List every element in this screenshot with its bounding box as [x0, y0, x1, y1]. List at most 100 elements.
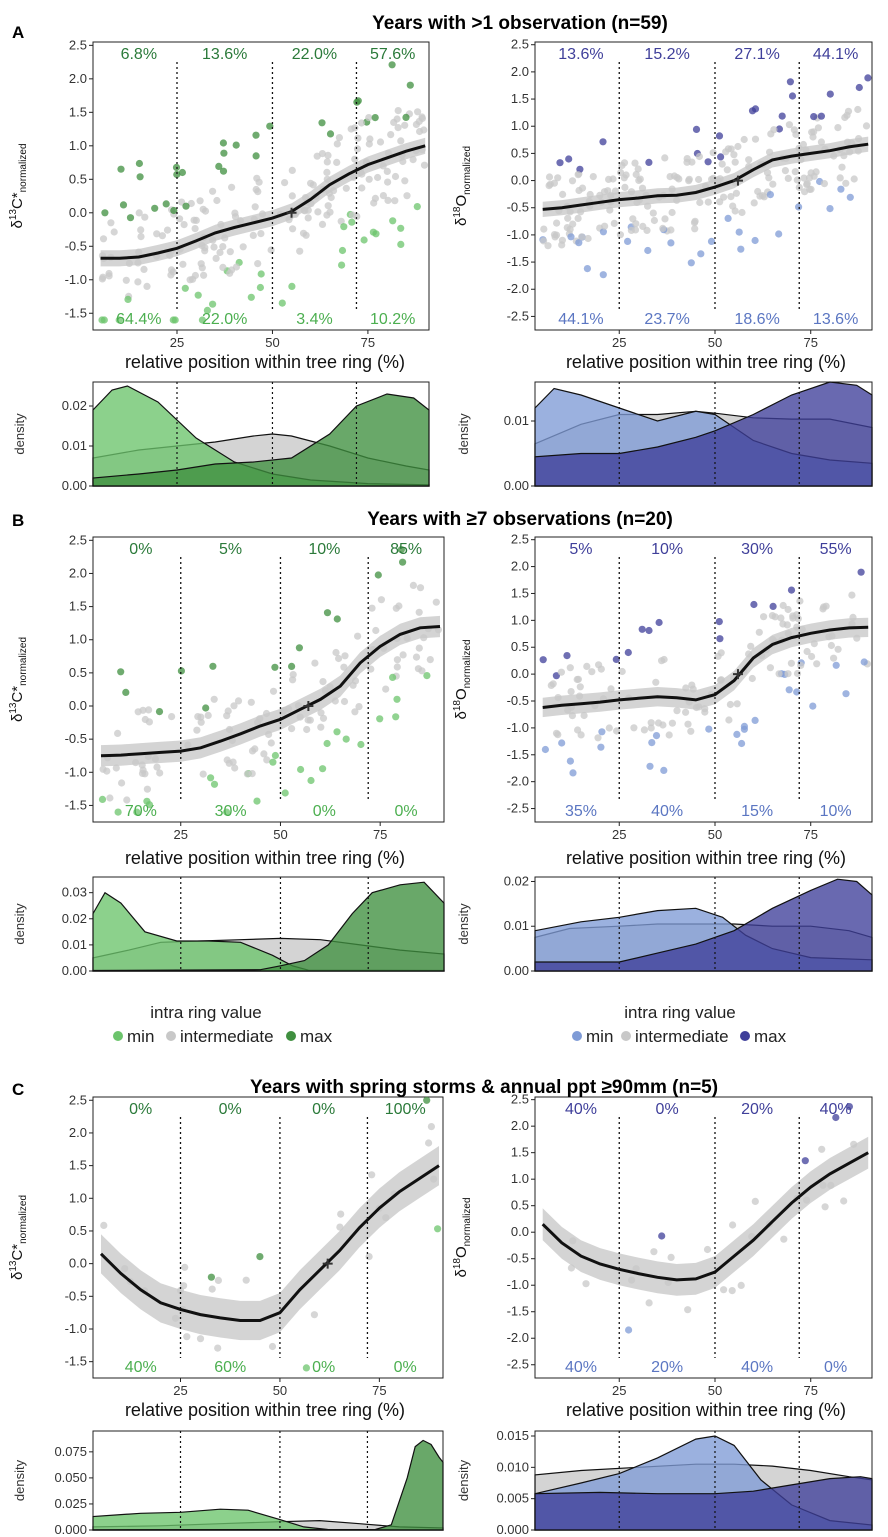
- data-point: [554, 174, 562, 182]
- data-point: [622, 171, 630, 179]
- data-point: [401, 177, 409, 185]
- data-point: [137, 233, 145, 241]
- ylabel-part: 18: [452, 700, 463, 712]
- data-point: [745, 650, 753, 658]
- data-point: [668, 208, 676, 217]
- data-point: [134, 259, 142, 267]
- data-point: [635, 176, 643, 184]
- data-point: [226, 248, 234, 256]
- smooth-line-c13-2: [99, 1164, 440, 1322]
- data-point: [397, 137, 405, 145]
- pct-bottom-o18: 35%: [565, 803, 597, 820]
- data-point: [798, 625, 806, 634]
- data-point: [567, 233, 575, 241]
- data-point: [318, 150, 326, 158]
- data-point: [707, 237, 716, 245]
- ylabel-part: O: [453, 195, 470, 207]
- data-point: [850, 175, 858, 183]
- data-point: [802, 146, 810, 154]
- data-point: [818, 1145, 826, 1153]
- data-point: [140, 265, 148, 273]
- data-point: [251, 203, 259, 211]
- data-point: [645, 1299, 653, 1307]
- data-point: [365, 114, 373, 122]
- pct-bottom-o18: 18.6%: [734, 311, 779, 328]
- ytick-label-o18: -2.0: [507, 281, 529, 296]
- data-point: [660, 766, 668, 775]
- xtick-label-c13: 75: [372, 1383, 386, 1398]
- legend-o18-min-key: [572, 1031, 582, 1041]
- data-point: [640, 726, 649, 734]
- data-point: [134, 278, 142, 286]
- data-point: [371, 114, 379, 122]
- data-point: [288, 166, 296, 174]
- data-point: [340, 697, 349, 706]
- pct-top-o18: 5%: [569, 541, 592, 558]
- data-point: [133, 808, 141, 816]
- data-point: [784, 630, 792, 638]
- density-ytick-label: 0.01: [62, 438, 87, 453]
- legend-o18: intra ring value min intermediate max: [572, 1003, 787, 1046]
- ylabel-part: C*: [9, 192, 26, 209]
- data-point: [860, 658, 868, 666]
- data-point: [624, 237, 632, 245]
- data-point: [618, 667, 626, 676]
- data-point: [728, 1287, 736, 1295]
- data-point: [697, 250, 705, 258]
- data-point: [747, 642, 755, 650]
- data-point: [415, 644, 423, 652]
- data-point: [814, 124, 823, 132]
- data-point: [281, 789, 289, 797]
- ytick-label-c13: 0.5: [69, 171, 87, 186]
- density-ylabel: density: [12, 1459, 27, 1501]
- pct-bottom-o18: 20%: [651, 1359, 683, 1376]
- data-point: [403, 192, 411, 200]
- ytick-label-o18: 0.0: [511, 666, 529, 681]
- pct-bottom-o18: 40%: [741, 1359, 773, 1376]
- data-point: [632, 1265, 640, 1273]
- density-ylabel: density: [456, 1459, 471, 1501]
- data-point: [556, 159, 564, 167]
- data-point: [107, 219, 115, 227]
- data-point: [393, 115, 401, 123]
- data-point: [119, 201, 128, 209]
- data-point: [217, 220, 225, 229]
- data-point: [252, 152, 260, 160]
- xtick-label-o18: 75: [803, 1383, 817, 1398]
- density-ytick-label: 0.00: [504, 478, 529, 493]
- data-point: [846, 193, 854, 201]
- data-point: [254, 260, 262, 268]
- xlabel-c-o18: relative position within tree ring (%): [566, 1400, 846, 1420]
- ytick-label-o18: -0.5: [507, 1251, 529, 1266]
- data-point: [634, 165, 642, 173]
- xtick-label-c13: 50: [273, 1383, 287, 1398]
- data-point: [181, 1263, 189, 1271]
- data-point: [288, 192, 296, 200]
- ytick-label-o18: 0.0: [511, 1224, 529, 1239]
- data-point: [289, 671, 297, 679]
- data-point: [807, 169, 815, 177]
- data-point: [200, 271, 208, 279]
- ytick-label-c13: 0.0: [69, 1256, 87, 1271]
- pct-bottom-c13: 70%: [125, 803, 157, 820]
- data-point: [342, 735, 350, 743]
- density-ylabel: density: [12, 413, 27, 455]
- data-point: [323, 158, 331, 166]
- data-point: [335, 134, 343, 142]
- data-point: [709, 149, 717, 157]
- ytick-label-o18: 1.0: [511, 1171, 529, 1186]
- data-point: [544, 242, 552, 250]
- data-point: [307, 776, 315, 785]
- data-point: [801, 1157, 809, 1165]
- data-point: [278, 299, 286, 307]
- data-point: [393, 695, 401, 703]
- data-point: [574, 171, 582, 179]
- pct-top-c13: 22.0%: [292, 46, 337, 63]
- data-point: [340, 223, 348, 231]
- legend-o18-min-label: min: [586, 1027, 613, 1046]
- data-point: [423, 1096, 431, 1104]
- data-point: [664, 1278, 672, 1287]
- data-point: [228, 183, 236, 191]
- data-point: [568, 712, 577, 720]
- data-point: [191, 225, 199, 233]
